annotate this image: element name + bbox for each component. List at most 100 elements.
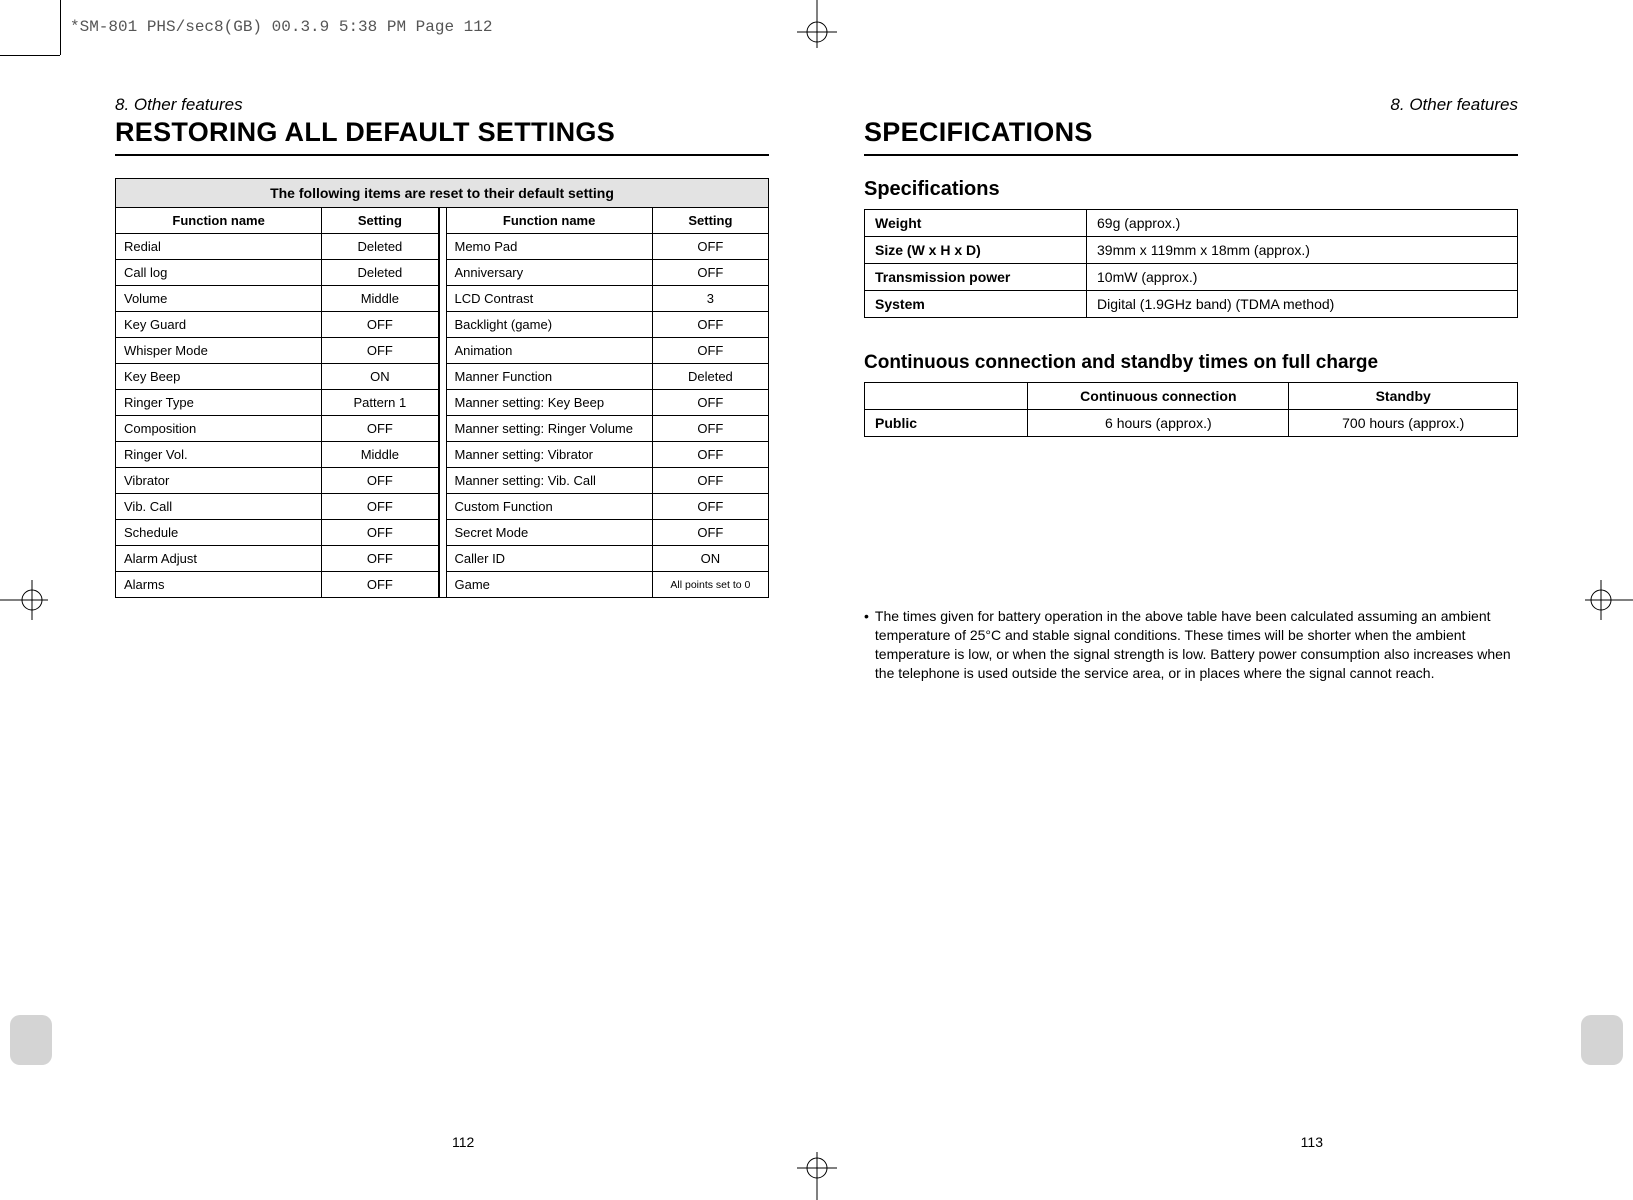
defaults-fn-cell: Ringer Vol. [116,442,322,468]
defaults-set-cell: Deleted [322,260,438,286]
defaults-fn-cell: Composition [116,416,322,442]
defaults-table: The following items are reset to their d… [115,178,769,598]
table-row: Key BeepON [116,364,438,390]
table-row: Manner setting: Ringer VolumeOFF [447,416,769,442]
table-row: Vib. CallOFF [116,494,438,520]
defaults-fn-cell: Call log [116,260,322,286]
defaults-set-cell: OFF [652,390,768,416]
table-row: LCD Contrast3 [447,286,769,312]
defaults-header-fn: Function name [116,208,322,234]
defaults-header-set: Setting [322,208,438,234]
defaults-fn-cell: Secret Mode [447,520,653,546]
defaults-fn-cell: Alarms [116,572,322,598]
defaults-set-cell: OFF [322,312,438,338]
defaults-fn-cell: Redial [116,234,322,260]
defaults-set-cell: OFF [652,338,768,364]
defaults-fn-cell: Caller ID [447,546,653,572]
defaults-set-cell: OFF [652,416,768,442]
spec-key-cell: Weight [865,210,1087,237]
crop-mark [60,0,61,55]
defaults-spacer [439,208,447,597]
conn-standby-cell: 700 hours (approx.) [1289,410,1518,437]
table-row: Alarm AdjustOFF [116,546,438,572]
defaults-set-cell: OFF [652,234,768,260]
table-row: Key GuardOFF [116,312,438,338]
defaults-fn-cell: Vib. Call [116,494,322,520]
note-text: The times given for battery operation in… [875,607,1518,683]
defaults-fn-cell: Alarm Adjust [116,546,322,572]
table-row: AlarmsOFF [116,572,438,598]
defaults-fn-cell: Manner setting: Vibrator [447,442,653,468]
page-title-left: RESTORING ALL DEFAULT SETTINGS [115,117,769,156]
defaults-fn-cell: Whisper Mode [116,338,322,364]
defaults-fn-cell: Manner setting: Vib. Call [447,468,653,494]
table-row: Secret ModeOFF [447,520,769,546]
defaults-set-cell: Pattern 1 [322,390,438,416]
spec-val-cell: Digital (1.9GHz band) (TDMA method) [1087,291,1518,318]
conn-continuous-cell: 6 hours (approx.) [1028,410,1289,437]
defaults-set-cell: ON [652,546,768,572]
defaults-fn-cell: Memo Pad [447,234,653,260]
chapter-label-left: 8. Other features [115,95,769,115]
table-row: VolumeMiddle [116,286,438,312]
defaults-set-cell: Deleted [652,364,768,390]
table-row: Whisper ModeOFF [116,338,438,364]
conn-subhead: Continuous connection and standby times … [864,352,1518,374]
crop-mark [0,55,60,56]
defaults-table-right: Function name Setting Memo PadOFFAnniver… [447,208,769,597]
battery-note: • The times given for battery operation … [864,607,1518,683]
defaults-set-cell: OFF [322,338,438,364]
defaults-fn-cell: Game [447,572,653,598]
defaults-set-cell: OFF [652,312,768,338]
document-meta-header: *SM-801 PHS/sec8(GB) 00.3.9 5:38 PM Page… [70,18,492,36]
defaults-set-cell: 3 [652,286,768,312]
table-row: Ringer Vol.Middle [116,442,438,468]
defaults-table-left: Function name Setting RedialDeletedCall … [116,208,438,597]
defaults-fn-cell: Schedule [116,520,322,546]
note-bullet: • [864,607,869,683]
defaults-set-cell: OFF [322,546,438,572]
defaults-fn-cell: LCD Contrast [447,286,653,312]
defaults-fn-cell: Key Guard [116,312,322,338]
registration-mark-right [1585,580,1633,620]
defaults-fn-cell: Vibrator [116,468,322,494]
defaults-fn-cell: Key Beep [116,364,322,390]
defaults-table-caption: The following items are reset to their d… [116,179,768,208]
thumb-tab-left [10,1015,52,1065]
defaults-set-cell: OFF [322,416,438,442]
table-row: SystemDigital (1.9GHz band) (TDMA method… [865,291,1518,318]
spec-val-cell: 39mm x 119mm x 18mm (approx.) [1087,237,1518,264]
thumb-tab-right [1581,1015,1623,1065]
defaults-set-cell: OFF [322,494,438,520]
table-row: Backlight (game)OFF [447,312,769,338]
table-row: Manner FunctionDeleted [447,364,769,390]
defaults-set-cell: OFF [652,520,768,546]
defaults-set-cell: OFF [322,520,438,546]
table-row: GameAll points set to 0 [447,572,769,598]
spec-key-cell: System [865,291,1087,318]
spec-val-cell: 10mW (approx.) [1087,264,1518,291]
spec-val-cell: 69g (approx.) [1087,210,1518,237]
defaults-set-cell: OFF [652,442,768,468]
table-row: Transmission power10mW (approx.) [865,264,1518,291]
table-row: Public6 hours (approx.)700 hours (approx… [865,410,1518,437]
table-row: Ringer TypePattern 1 [116,390,438,416]
table-row: CompositionOFF [116,416,438,442]
defaults-set-cell: Middle [322,442,438,468]
defaults-set-cell: Deleted [322,234,438,260]
table-row: Call logDeleted [116,260,438,286]
connection-table: Continuous connection Standby Public6 ho… [864,382,1518,437]
spec-key-cell: Size (W x H x D) [865,237,1087,264]
chapter-label-right: 8. Other features [864,95,1518,115]
defaults-set-cell: All points set to 0 [652,572,768,598]
registration-mark-top [797,0,837,48]
defaults-fn-cell: Manner setting: Key Beep [447,390,653,416]
spec-subhead: Specifications [864,178,1518,201]
conn-row-head: Public [865,410,1028,437]
conn-header-empty [865,383,1028,410]
page-number-left: 112 [452,1134,474,1150]
registration-mark-left [0,580,48,620]
spec-key-cell: Transmission power [865,264,1087,291]
page-left: 8. Other features RESTORING ALL DEFAULT … [115,95,769,1120]
defaults-fn-cell: Ringer Type [116,390,322,416]
